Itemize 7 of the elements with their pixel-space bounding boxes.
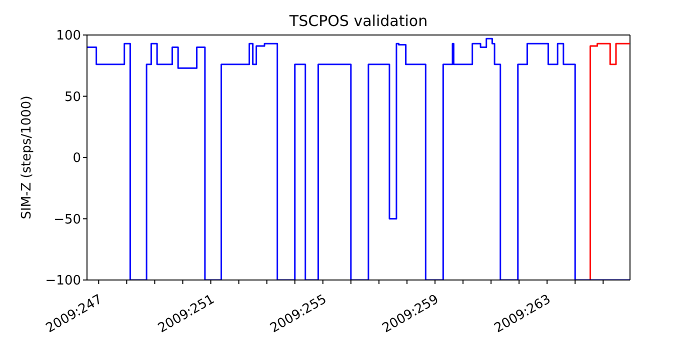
y-tick-label: −50	[54, 212, 81, 228]
y-axis-title: SIM-Z (steps/1000)	[20, 96, 35, 220]
y-tick-label: −100	[45, 274, 81, 289]
chart-title: TSCPOS validation	[288, 12, 429, 30]
y-tick-label: 0	[72, 151, 81, 166]
y-tick-label: 50	[64, 90, 81, 105]
y-tick-label: 100	[56, 28, 81, 44]
